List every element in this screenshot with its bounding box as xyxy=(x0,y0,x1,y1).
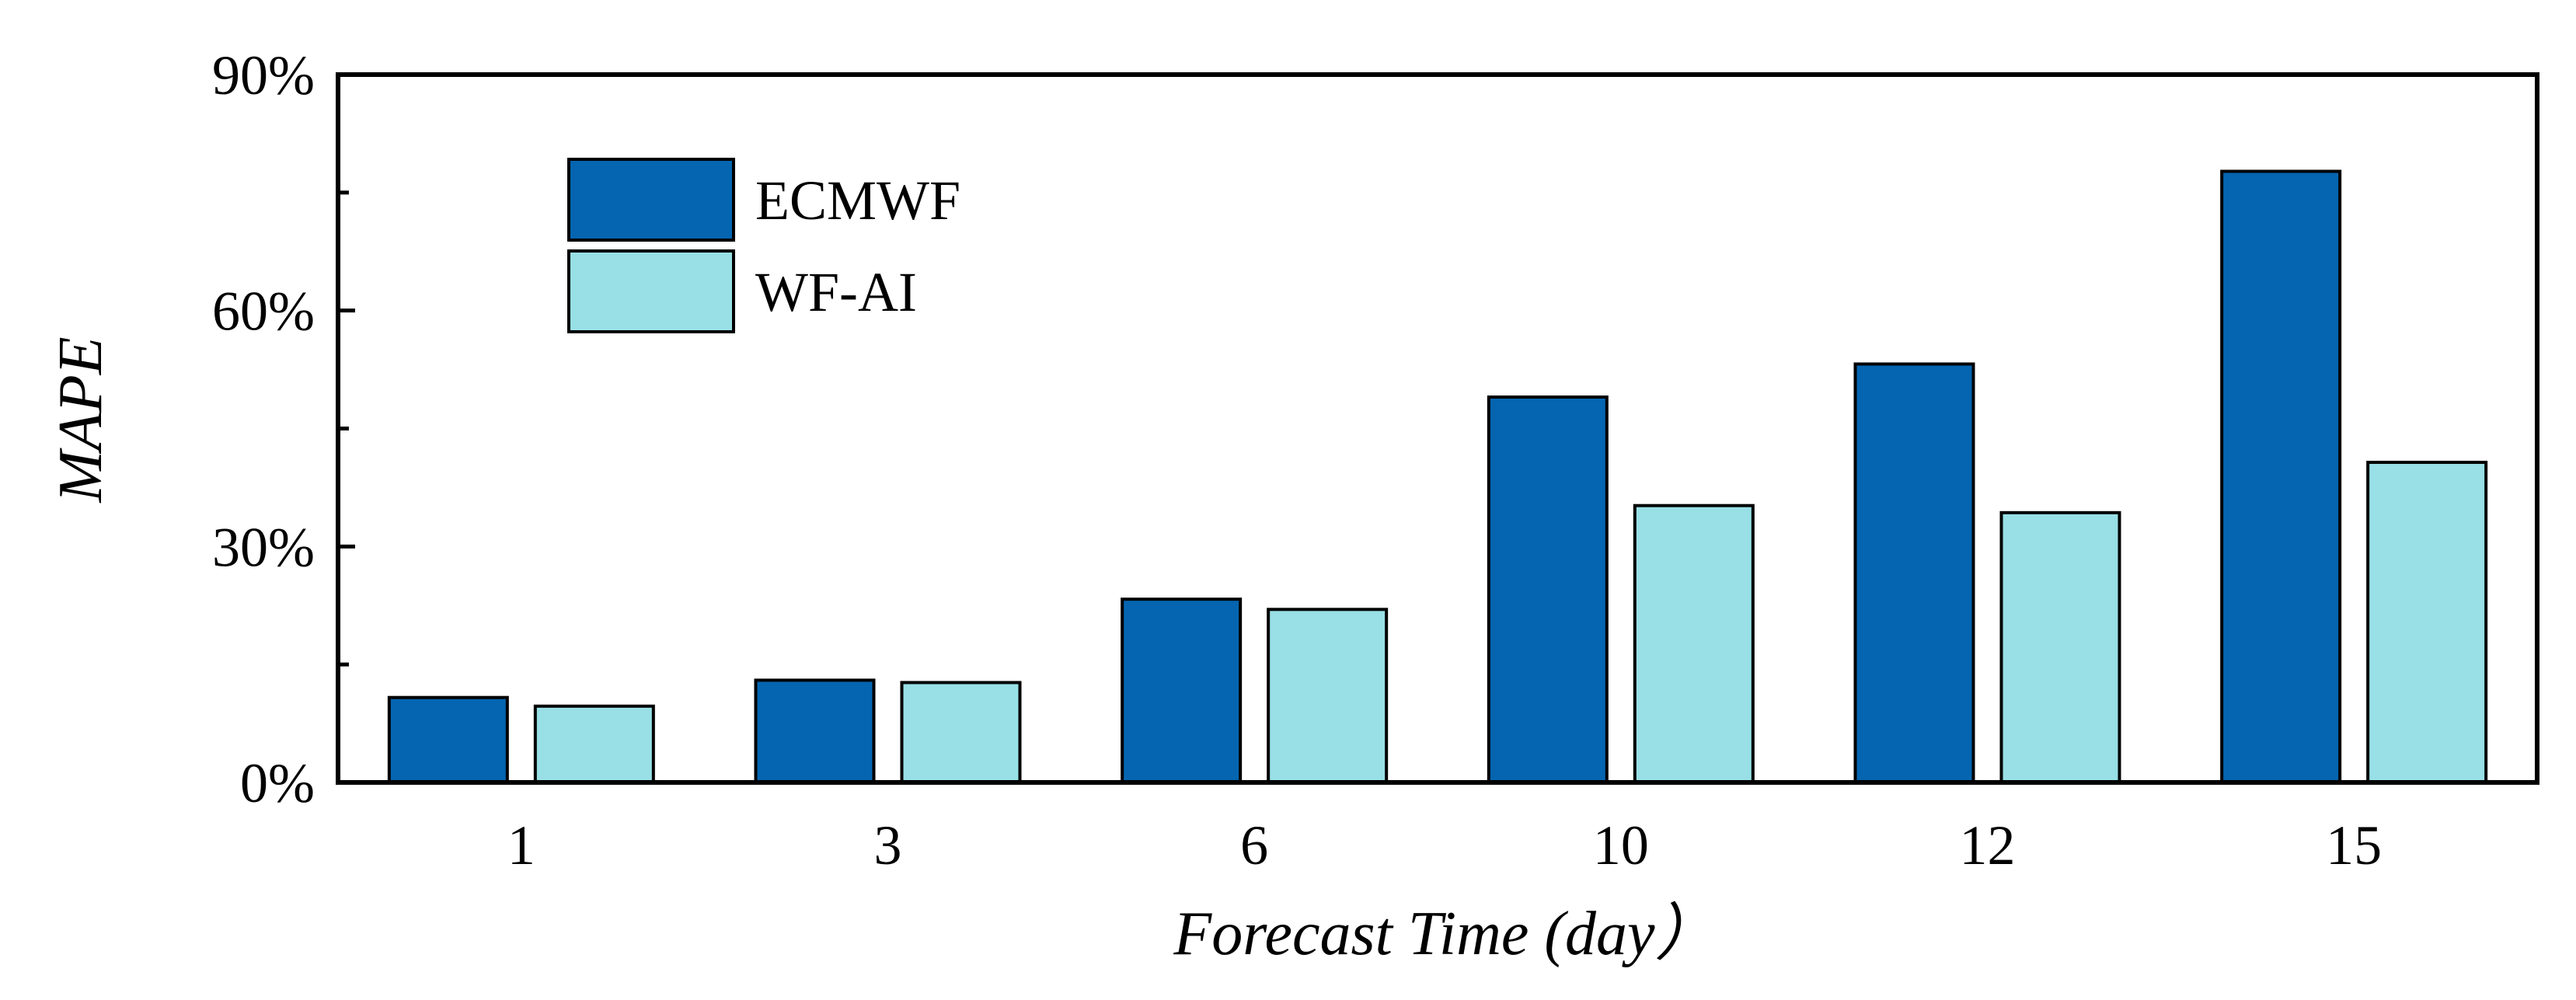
x-axis: 1 3 6 10 12 15 xyxy=(507,814,2382,876)
y-axis: 0% 30% 60% 90% xyxy=(212,44,355,814)
x-tick-label: 6 xyxy=(1240,814,1268,876)
y-tick-label: 90% xyxy=(212,44,315,106)
bar-wf-ai-1 xyxy=(533,704,655,785)
bar-ecmwf-12 xyxy=(1853,362,1975,784)
bar-ecmwf-3 xyxy=(754,678,876,785)
legend-label: WF-AI xyxy=(755,261,917,323)
bar-ecmwf-6 xyxy=(1121,598,1243,784)
bar-wf-ai-12 xyxy=(1999,510,2121,785)
bar-wf-ai-15 xyxy=(2366,461,2488,785)
x-tick-label: 1 xyxy=(507,814,535,876)
x-tick-label: 15 xyxy=(2326,814,2382,876)
y-tick-label: 60% xyxy=(212,280,315,343)
x-tick-label: 12 xyxy=(1960,814,2016,876)
y-axis-title: MAPE xyxy=(47,336,115,503)
y-tick-label: 0% xyxy=(240,752,315,814)
bar-wf-ai-3 xyxy=(900,681,1022,784)
x-tick-label: 10 xyxy=(1593,814,1649,876)
x-tick-label: 3 xyxy=(874,814,902,876)
y-tick-label: 30% xyxy=(212,516,315,578)
bar-ecmwf-1 xyxy=(387,695,509,784)
legend-swatch-ecmwf xyxy=(567,158,735,242)
legend-label: ECMWF xyxy=(755,169,960,232)
bar-wf-ai-10 xyxy=(1633,503,1755,784)
legend-swatch-wf-ai xyxy=(567,249,735,333)
bar-ecmwf-15 xyxy=(2220,169,2342,784)
bars-group xyxy=(387,169,2488,785)
x-axis-title: Forecast Time (day） xyxy=(1173,900,1717,968)
bar-wf-ai-6 xyxy=(1267,608,1389,784)
legend: ECMWF WF-AI xyxy=(567,158,960,333)
bar-ecmwf-10 xyxy=(1487,395,1609,784)
